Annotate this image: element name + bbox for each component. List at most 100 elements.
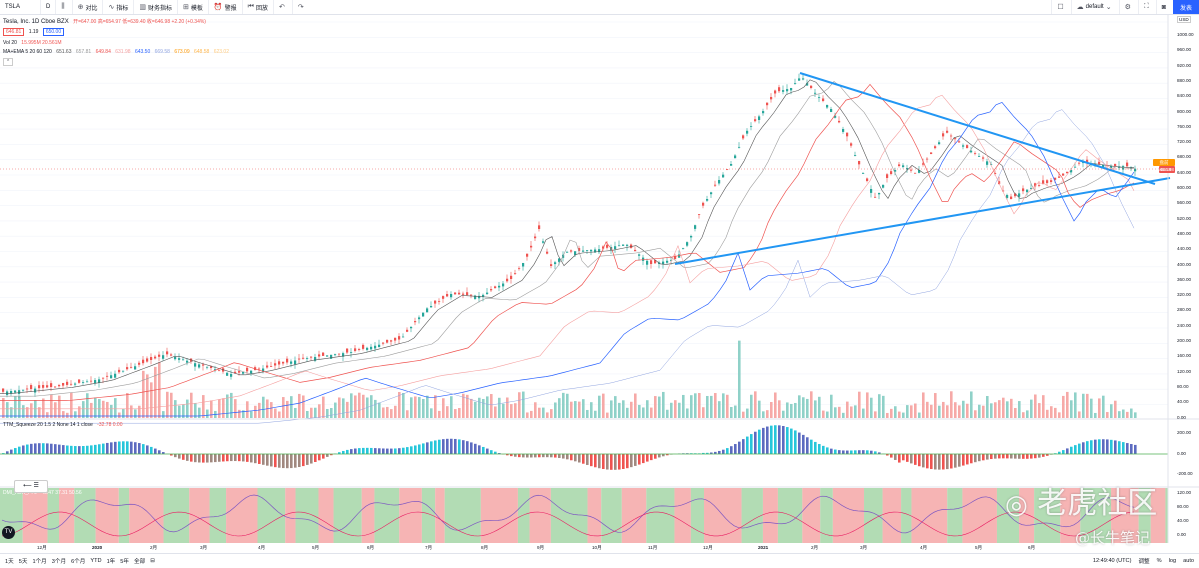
- candle-body: [778, 87, 780, 91]
- ttm-bar: [942, 454, 945, 469]
- layout-button[interactable]: ☁default⌄: [1071, 0, 1119, 14]
- ttm-bar: [130, 442, 133, 454]
- select-layout-checkbox[interactable]: ☐: [1051, 0, 1070, 14]
- ttm-bar: [774, 425, 777, 454]
- range-6m[interactable]: 6个月: [71, 557, 85, 565]
- candle-body: [810, 86, 812, 88]
- price-tick: 920.00: [1177, 63, 1191, 68]
- replay-button[interactable]: ⏮回放: [243, 0, 274, 14]
- range-1m[interactable]: 1个月: [32, 557, 46, 565]
- bid-box[interactable]: 646.81: [3, 28, 24, 36]
- ttm-bar: [538, 454, 541, 457]
- volume-bar: [1070, 400, 1073, 418]
- ttm-bar: [558, 454, 561, 458]
- camera-icon: ◙: [1162, 4, 1166, 11]
- chart-type-button[interactable]: ⫼: [56, 0, 72, 14]
- candle-body: [442, 296, 444, 299]
- ttm-bar: [750, 434, 753, 454]
- ttm-bar: [754, 432, 757, 454]
- adjust-toggle[interactable]: 调整: [1138, 557, 1149, 565]
- price-tick: 760.00: [1177, 124, 1191, 129]
- volume-bar: [850, 406, 853, 418]
- volume-bar: [574, 401, 577, 418]
- range-3m[interactable]: 3个月: [52, 557, 66, 565]
- ttm-bar: [342, 451, 345, 454]
- ma-value: 673.09: [174, 49, 189, 55]
- snapshot-button[interactable]: ◙: [1156, 0, 1173, 14]
- candle-body: [590, 250, 592, 252]
- volume-bar: [806, 399, 809, 418]
- fullscreen-button[interactable]: ⛶: [1138, 0, 1156, 14]
- ttm-bar: [302, 454, 305, 466]
- volume-bar: [394, 406, 397, 418]
- percent-toggle[interactable]: %: [1157, 558, 1162, 564]
- range-5d[interactable]: 5天: [19, 557, 28, 565]
- candle-body: [46, 385, 48, 387]
- redo-button[interactable]: ↷: [293, 0, 311, 14]
- volume-bar: [142, 371, 145, 418]
- range-5y[interactable]: 5年: [120, 557, 129, 565]
- candle-body: [22, 390, 24, 391]
- interval-button[interactable]: D: [41, 0, 56, 14]
- volume-bar: [606, 413, 609, 418]
- volume-bar: [998, 400, 1001, 418]
- alert-button[interactable]: ⏰警报: [209, 0, 243, 14]
- compare-button[interactable]: ⊕对比: [73, 0, 104, 14]
- ttm-bar: [154, 449, 157, 454]
- financials-button[interactable]: ▥财务指标: [134, 0, 178, 14]
- settings-button[interactable]: ⚙: [1119, 0, 1138, 14]
- range-ytd[interactable]: YTD: [90, 558, 101, 564]
- grid-lines: [0, 22, 1168, 405]
- candle-body: [350, 352, 352, 353]
- auto-toggle[interactable]: auto: [1183, 558, 1194, 564]
- ask-box[interactable]: 650.00: [43, 28, 64, 36]
- ttm-bar: [718, 451, 721, 454]
- range-1y[interactable]: 1年: [107, 557, 116, 565]
- ttm-bar: [1014, 454, 1017, 459]
- volume-bar: [322, 397, 325, 418]
- watermark-handle: @长牛笔记: [1075, 527, 1150, 548]
- ttm-bar: [550, 454, 553, 457]
- log-toggle[interactable]: log: [1169, 558, 1176, 564]
- ttm-bar: [654, 454, 657, 459]
- scroll-back-button[interactable]: ⟵ ☰: [14, 480, 48, 493]
- ttm-bar: [214, 454, 217, 462]
- candle-body: [754, 119, 756, 121]
- upper-trendline[interactable]: [800, 73, 1155, 184]
- dmi-band: [588, 488, 602, 543]
- templates-button[interactable]: ⊞模板: [178, 0, 209, 14]
- price-chart[interactable]: [0, 14, 1199, 557]
- currency-label[interactable]: USD: [1177, 16, 1191, 23]
- ttm-bar: [582, 454, 585, 464]
- volume-bar: [278, 412, 281, 418]
- candle-body: [118, 370, 120, 372]
- indicator-tick: -200.00: [1177, 471, 1193, 476]
- volume-bar: [766, 410, 769, 418]
- publish-button[interactable]: 发表: [1173, 0, 1199, 14]
- date-range-icon[interactable]: ⊟: [150, 558, 155, 564]
- candle-body: [1038, 185, 1040, 186]
- range-1d[interactable]: 1天: [5, 557, 14, 565]
- collapse-legend-button[interactable]: ⌃: [3, 58, 13, 66]
- candle-body: [958, 141, 960, 142]
- ttm-bar: [514, 454, 517, 457]
- ttm-bar: [362, 448, 365, 454]
- volume-bar: [866, 392, 869, 418]
- undo-button[interactable]: ↶: [274, 0, 293, 14]
- chevron-down-icon: ⌄: [1106, 3, 1112, 11]
- ttm-bar: [98, 444, 101, 454]
- ttm-bar: [6, 451, 9, 454]
- time-tick: 9月: [537, 545, 544, 551]
- ttm-bar: [602, 454, 605, 469]
- symbol-search[interactable]: TSLA: [0, 0, 41, 14]
- candle-body: [466, 292, 468, 295]
- volume-bar: [962, 401, 965, 418]
- range-all[interactable]: 全部: [134, 557, 145, 565]
- ttm-bar: [466, 441, 469, 454]
- indicators-button[interactable]: ∿指标: [103, 0, 134, 14]
- ttm-bar: [534, 454, 537, 457]
- time-tick: 10月: [592, 545, 602, 551]
- candle-body: [246, 368, 248, 372]
